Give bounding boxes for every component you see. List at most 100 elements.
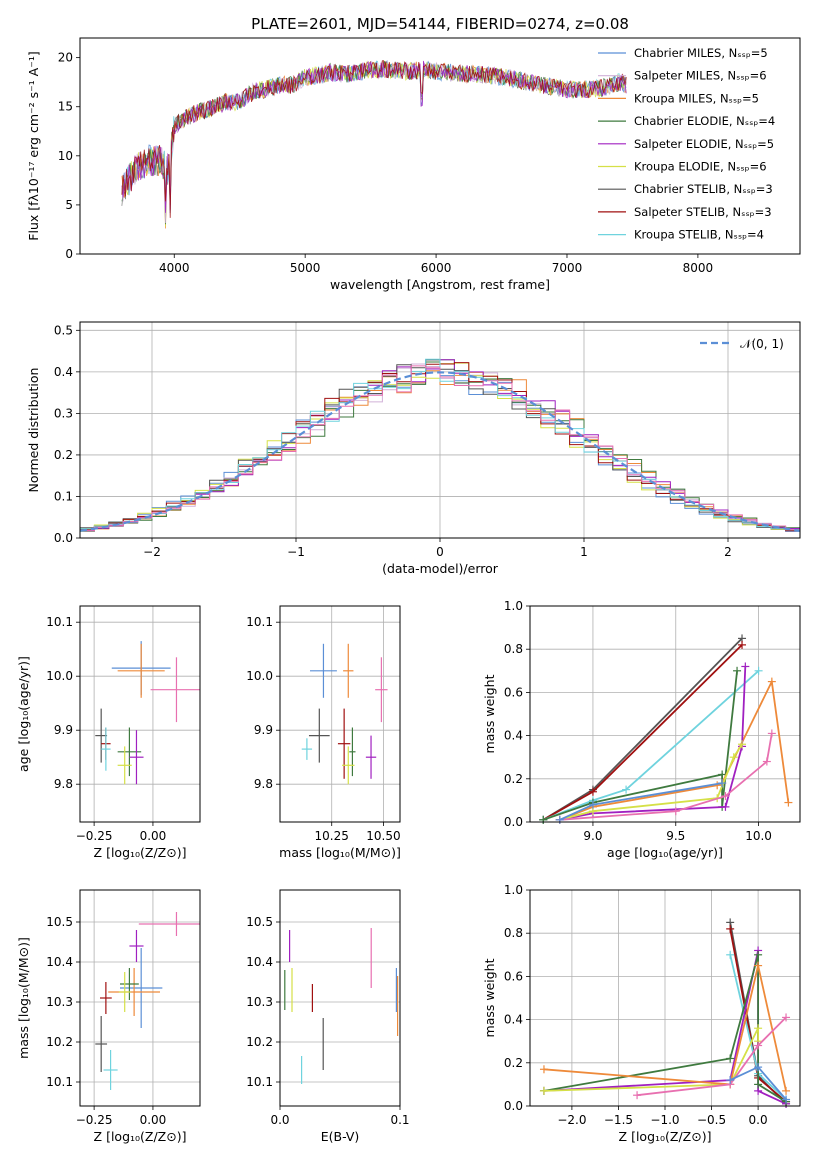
- legend-label: Kroupa MILES, Nₛₛₚ=5: [634, 91, 759, 105]
- y-tick-label: 9.8: [54, 777, 73, 791]
- x-tick-label: −1.0: [650, 1113, 679, 1127]
- series-line: [543, 1027, 759, 1092]
- y-tick-label: 10.5: [246, 915, 273, 929]
- series-line: [543, 965, 787, 1092]
- x-tick-label: 9.5: [666, 829, 685, 843]
- x-tick-label: 5000: [290, 261, 321, 275]
- x-axis-label: (data-model)/error: [382, 561, 499, 576]
- y-tick-label: 0.4: [504, 729, 523, 743]
- y-tick-label: 15: [58, 100, 73, 114]
- legend-label: Kroupa STELIB, Nₛₛₚ=4: [634, 228, 764, 242]
- x-tick-label: 9.0: [583, 829, 602, 843]
- y-tick-label: 0.0: [54, 531, 73, 545]
- x-tick-label: 10.25: [315, 829, 349, 843]
- x-axis-label: age [log₁₀(age/yr)]: [607, 845, 723, 860]
- series-line: [542, 644, 743, 821]
- panel-age-vs-Z: −0.25 0.00 9.8 9.9 10.0 10.1 Z [log₁₀(Z/Z⊙)] ag…: [16, 605, 201, 860]
- y-tick-label: 1.0: [504, 883, 523, 897]
- y-tick-label: 9.9: [254, 723, 273, 737]
- axes-frame: [79, 889, 201, 1107]
- y-tick-label: 10.3: [46, 995, 73, 1009]
- y-tick-label: 9.8: [254, 777, 273, 791]
- y-tick-label: 0.6: [504, 969, 523, 983]
- axes-frame: [529, 889, 801, 1107]
- y-tick-label: 10.4: [46, 955, 73, 969]
- spectrum-line: [121, 60, 627, 218]
- y-tick-label: 0.8: [504, 642, 523, 656]
- legend-label: Salpeter STELIB, Nₛₛₚ=3: [634, 205, 772, 219]
- y-axis-label: Flux [fλ10⁻¹⁷ erg cm⁻² s⁻¹ A⁻¹]: [26, 51, 41, 240]
- y-tick-label: 0: [65, 247, 73, 261]
- y-tick-label: 0.1: [54, 489, 73, 503]
- y-tick-label: 10.0: [246, 669, 273, 683]
- x-tick-label: 0.0: [270, 1113, 289, 1127]
- y-tick-label: 0.0: [504, 1099, 523, 1113]
- panel-spectrum: 4000 5000 6000 7000 8000 0 5 10 15 20 wavelength […: [26, 37, 801, 292]
- panel-mass-vs-EBV: 0.0 0.1 10.1 10.2 10.3 10.4 10.5 E(B-V): [246, 889, 410, 1144]
- legend-label: 𝒩(0, 1): [740, 337, 784, 351]
- y-tick-label: 0.2: [54, 448, 73, 462]
- x-tick-label: 10.0: [745, 829, 772, 843]
- y-tick-label: 0.2: [504, 772, 523, 786]
- legend-label: Chabrier MILES, Nₛₛₚ=5: [634, 46, 768, 60]
- panel-residuals: −2 −1 0 1 2 0.0 0.1 0.2 0.3 0.4 0.5 (data-model)/er…: [26, 321, 801, 576]
- x-tick-label: −1.5: [604, 1113, 633, 1127]
- legend-label: Salpeter MILES, Nₛₛₚ=6: [634, 69, 767, 83]
- series-line: [636, 1016, 787, 1097]
- x-axis-label: Z [log₁₀(Z/Z⊙)]: [94, 1129, 187, 1144]
- x-tick-label: 6000: [421, 261, 452, 275]
- y-axis-label: mass [log₁₀(M/M⊙)]: [16, 937, 31, 1059]
- x-tick-label: 0.00: [140, 1113, 167, 1127]
- x-tick-label: 0: [436, 545, 444, 559]
- spectrum-line: [121, 61, 627, 229]
- y-tick-label: 10.5: [46, 915, 73, 929]
- x-tick-label: −0.5: [697, 1113, 726, 1127]
- x-tick-label: −2.0: [557, 1113, 586, 1127]
- y-axis-label: age [log₁₀(age/yr)]: [16, 656, 31, 772]
- legend-label: Chabrier ELODIE, Nₛₛₚ=4: [634, 114, 775, 128]
- y-axis-label: mass weight: [482, 674, 497, 753]
- x-tick-label: −2: [143, 545, 161, 559]
- x-axis-label: E(B-V): [321, 1129, 360, 1144]
- y-tick-label: 0.4: [504, 1013, 523, 1027]
- y-tick-label: 5: [65, 198, 73, 212]
- y-tick-label: 0.2: [504, 1056, 523, 1070]
- spectrum-line: [121, 60, 627, 227]
- x-tick-label: 10.50: [366, 829, 400, 843]
- series-line: [542, 670, 760, 821]
- y-tick-label: 10: [58, 149, 73, 163]
- x-axis-label: Z [log₁₀(Z/Z⊙)]: [619, 1129, 712, 1144]
- y-tick-label: 10.1: [246, 615, 273, 629]
- y-tick-label: 10.2: [46, 1035, 73, 1049]
- x-tick-label: −1: [287, 545, 305, 559]
- x-tick-label: 8000: [683, 261, 714, 275]
- legend-label: Chabrier STELIB, Nₛₛₚ=3: [634, 182, 773, 196]
- legend-label: Salpeter ELODIE, Nₛₛₚ=5: [634, 137, 774, 151]
- y-tick-label: 0.0: [504, 815, 523, 829]
- legend-label: Kroupa ELODIE, Nₛₛₚ=6: [634, 160, 767, 174]
- axes-frame: [79, 321, 801, 539]
- y-tick-label: 10.1: [46, 615, 73, 629]
- axes-frame: [279, 889, 401, 1107]
- y-tick-label: 0.3: [54, 406, 73, 420]
- y-tick-label: 10.1: [46, 1075, 73, 1089]
- panel-massweight-vs-age: 9.0 9.5 10.0 0.0 0.2 0.4 0.6 0.8 1.0 age [log₁₀(a…: [482, 599, 801, 860]
- x-tick-label: 0.0: [749, 1113, 768, 1127]
- x-tick-label: 2: [724, 545, 732, 559]
- y-tick-label: 0.4: [54, 365, 73, 379]
- x-tick-label: 1: [580, 545, 588, 559]
- x-tick-label: −0.25: [76, 1113, 113, 1127]
- x-axis-label: mass [log₁₀(M/M⊙)]: [279, 845, 401, 860]
- x-tick-label: −0.25: [76, 829, 113, 843]
- normal-curve: [79, 371, 801, 532]
- x-axis-label: wavelength [Angstrom, rest frame]: [330, 277, 550, 292]
- y-tick-label: 10.2: [246, 1035, 273, 1049]
- axes-frame: [79, 37, 801, 255]
- y-axis-label: mass weight: [482, 958, 497, 1037]
- axes-frame: [529, 605, 801, 823]
- y-tick-label: 10.0: [46, 669, 73, 683]
- x-tick-label: 0.00: [140, 829, 167, 843]
- y-tick-label: 10.4: [246, 955, 273, 969]
- figure-title: PLATE=2601, MJD=54144, FIBERID=0274, z=0…: [251, 15, 629, 33]
